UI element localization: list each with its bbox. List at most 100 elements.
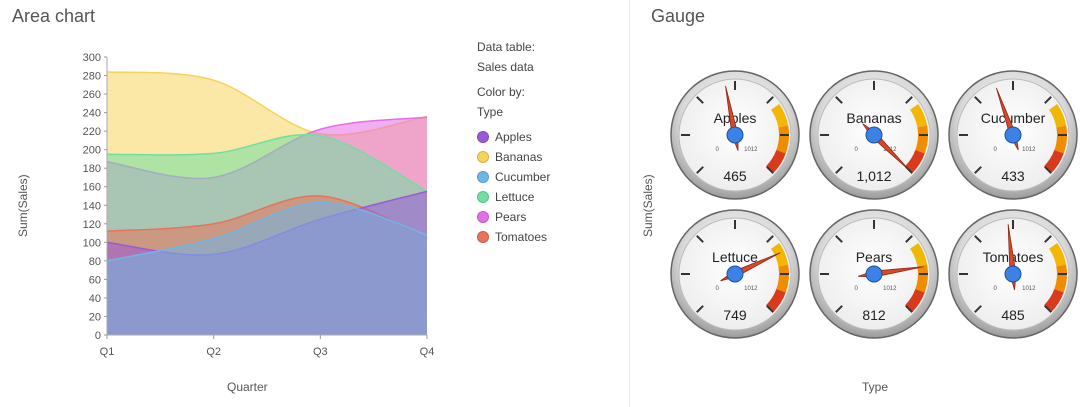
gauge-band-orange xyxy=(776,125,789,154)
gauge-name-label: Pears xyxy=(856,249,893,265)
legend-data-table-value: Sales data xyxy=(477,60,534,74)
gauge-bananas[interactable]: 01012Bananas1,012 xyxy=(809,70,939,200)
legend-item-apples[interactable]: Apples xyxy=(477,127,550,147)
gauge-name-label: Lettuce xyxy=(712,249,758,265)
gauge-tick xyxy=(905,305,913,313)
gauge-hub xyxy=(1004,265,1022,283)
gauge-min-label: 0 xyxy=(855,286,859,292)
gauge-max-label: 1012 xyxy=(1022,147,1036,153)
legend-label: Tomatoes xyxy=(495,230,548,244)
x-tick-label: Q2 xyxy=(206,346,221,358)
gauge-apples[interactable]: 0 1012 Apples 465 xyxy=(670,70,800,200)
y-tick-label: 100 xyxy=(83,237,101,249)
gauge-name-label: Bananas xyxy=(846,110,901,126)
gauge-name-label: Apples xyxy=(714,110,757,126)
gauge-band-red xyxy=(905,150,925,174)
gauge-tick xyxy=(974,305,982,313)
gauge-tick xyxy=(766,166,774,174)
legend-label: Cucumber xyxy=(495,170,551,184)
gauge-tick xyxy=(835,235,843,243)
area-x-axis-title: Quarter xyxy=(227,380,268,394)
gauge-title: Gauge xyxy=(651,6,706,26)
gauge-tick xyxy=(766,305,774,313)
gauge-band-yellow xyxy=(910,243,928,267)
gauge-band-red xyxy=(1044,150,1064,174)
gauge-min-label: 0 xyxy=(994,286,998,292)
gauge-min-label: 0 xyxy=(994,147,998,153)
gauge-x-axis-title: Type xyxy=(862,380,889,394)
legend-swatch xyxy=(477,211,489,223)
gauge-tick xyxy=(766,235,774,243)
area-line-lettuce xyxy=(106,133,428,193)
gauge-hub xyxy=(726,265,744,283)
gauge-tick xyxy=(696,96,704,104)
area-chart-panel: Area chart Sum(Sales) Quarter 0 20 40 60 80 1… xyxy=(0,0,628,407)
gauge-band-orange xyxy=(776,264,789,293)
gauge-tomatoes[interactable]: 01012Tomatoes485 xyxy=(948,209,1078,339)
legend-label: Lettuce xyxy=(495,190,535,204)
legend-item-lettuce[interactable]: Lettuce xyxy=(477,187,550,207)
gauge-tick xyxy=(974,96,982,104)
legend-label: Pears xyxy=(495,210,527,224)
gauge-panel: Gauge Sum(Sales) Type 01012Apples4650101… xyxy=(630,0,1089,407)
gauge-hub xyxy=(1004,126,1022,144)
gauge-band-orange xyxy=(915,264,928,293)
gauge-value-label: 465 xyxy=(723,168,747,184)
legend-item-cucumber[interactable]: Cucumber xyxy=(477,167,550,187)
gauge-band-red xyxy=(905,289,925,313)
gauge-pears[interactable]: 0 1012 Pears 812 xyxy=(809,209,939,339)
y-tick-label: 60 xyxy=(89,274,101,286)
gauge-max-label: 1012 xyxy=(744,147,758,153)
legend-swatch xyxy=(477,191,489,203)
legend-swatch xyxy=(477,231,489,243)
gauge-band-red xyxy=(1044,289,1064,313)
x-tick-label: Q3 xyxy=(313,346,328,358)
panel-divider xyxy=(629,0,630,407)
y-tick-label: 220 xyxy=(83,126,101,138)
legend-item-bananas[interactable]: Bananas xyxy=(477,147,550,167)
gauge-min-label: 0 xyxy=(855,147,859,153)
gauge-value-label: 812 xyxy=(862,307,886,323)
legend-swatch xyxy=(477,171,489,183)
y-tick-label: 0 xyxy=(95,330,101,342)
x-tick-label: Q4 xyxy=(420,346,435,358)
gauge-tick xyxy=(1044,305,1052,313)
gauge-cucumber[interactable]: 0 1012 Cucumber 433 xyxy=(948,70,1078,200)
y-tick-label: 140 xyxy=(83,200,101,212)
legend-swatch xyxy=(477,151,489,163)
gauge-hub xyxy=(865,265,883,283)
y-tick-label: 300 xyxy=(83,52,101,64)
gauge-grid[interactable]: 0 1012 Apples 465 0 1012 Bananas 1,012 0 1012 Cucu… xyxy=(630,0,1089,407)
gauge-band-yellow xyxy=(771,243,789,267)
legend-swatch xyxy=(477,131,489,143)
gauge-band-red xyxy=(766,289,786,313)
gauge-band-yellow xyxy=(910,104,928,128)
legend-item-tomatoes[interactable]: Tomatoes xyxy=(477,227,550,247)
gauge-lettuce[interactable]: 0 1012 Lettuce 749 xyxy=(670,209,800,339)
gauge-value-label: 433 xyxy=(1001,168,1025,184)
y-tick-label: 200 xyxy=(83,145,101,157)
gauge-hub xyxy=(726,126,744,144)
gauge-band-yellow xyxy=(1049,104,1067,128)
y-tick-label: 240 xyxy=(83,108,101,120)
gauge-band-orange xyxy=(1054,125,1067,154)
gauge-tick xyxy=(974,166,982,174)
area-legend: Data table: Sales data Color by: Type Ap… xyxy=(477,37,550,247)
y-tick-label: 40 xyxy=(89,293,101,305)
gauge-min-label: 0 xyxy=(716,147,720,153)
y-tick-label: 80 xyxy=(89,256,101,268)
legend-items: Apples Bananas Cucumber Lettuce Pears Tomatoe… xyxy=(477,127,550,247)
gauge-band-orange xyxy=(1054,264,1067,293)
gauge-tick xyxy=(696,305,704,313)
gauge-value-label: 1,012 xyxy=(856,168,891,184)
gauge-tick xyxy=(974,235,982,243)
gauge-min-label: 0 xyxy=(716,286,720,292)
area-fill-cucumber[interactable] xyxy=(107,202,427,335)
legend-label: Bananas xyxy=(495,150,543,164)
gauge-max-label: 1012 xyxy=(1022,286,1036,292)
area-chart-plot[interactable]: 0 20 40 60 80 100 120 140 160 180 200 220 240 260 280 3… xyxy=(0,0,628,407)
y-tick-label: 260 xyxy=(83,89,101,101)
gauge-max-label: 1012 xyxy=(883,286,897,292)
legend-item-pears[interactable]: Pears xyxy=(477,207,550,227)
gauge-tick xyxy=(1044,166,1052,174)
